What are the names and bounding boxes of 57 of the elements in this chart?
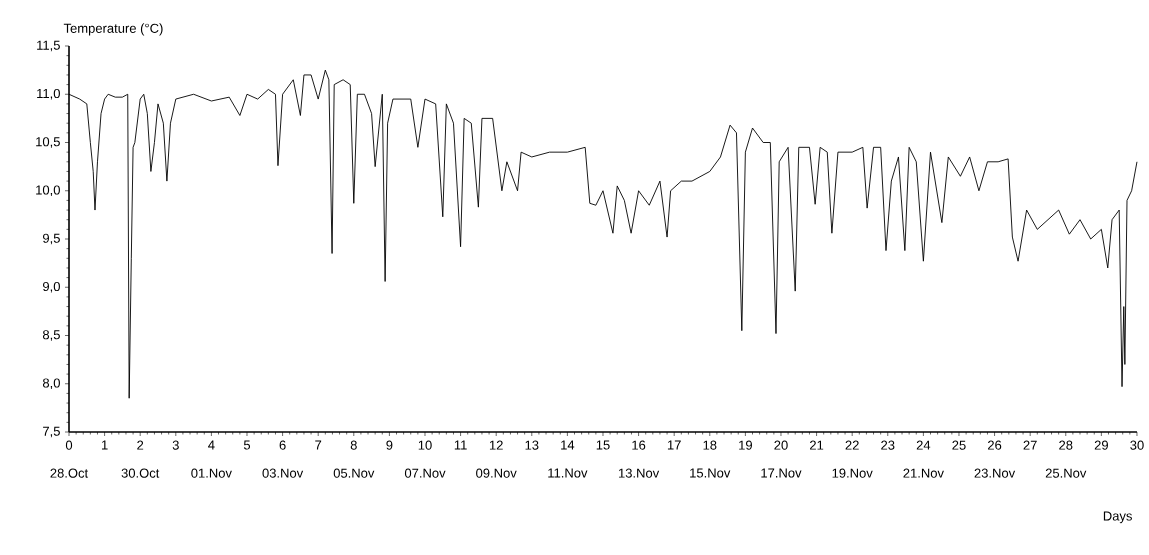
y-tick-label: 7,5 [43,426,60,438]
x-tick-label: 21 [810,440,824,450]
x-tick-label: 9 [386,440,393,450]
x-tick-label: 19 [739,440,752,450]
y-axis-title: Temperature (°C) [63,23,163,36]
x-tick-label: 7 [315,440,322,450]
x2-tick-label: 19.Nov [832,468,873,478]
y-tick-label: 9,0 [43,281,60,293]
y-tick-label: 9,5 [43,233,60,245]
x-tick-label: 8 [350,440,357,450]
x2-tick-label: 05.Nov [333,468,375,478]
x-tick-label: 26 [988,440,1002,450]
x-tick-label: 20 [774,440,788,450]
x2-tick-label: 25.Nov [1045,468,1087,478]
x2-tick-label: 30.Oct [121,468,160,478]
x-tick-label: 11 [454,440,467,450]
x-tick-label: 25 [952,440,966,450]
x-tick-label: 28 [1059,440,1073,450]
x-tick-label: 22 [845,440,859,450]
x2-tick-label: 28.Oct [50,468,89,478]
y-tick-label: 10,5 [36,137,60,148]
x-tick-label: 18 [703,440,717,450]
x-tick-label: 13 [525,440,539,450]
x-tick-label: 23 [881,440,895,450]
x-tick-label: 10 [418,440,432,450]
x2-tick-label: 11.Nov [548,468,588,478]
x2-tick-label: 15.Nov [690,468,731,478]
x-tick-label: 1 [101,440,108,450]
y-tick-label: 11,0 [37,88,60,100]
x-tick-label: 14 [561,440,575,450]
x-tick-label: 5 [243,440,251,450]
x2-tick-label: 01.Nov [191,468,232,478]
x-tick-label: 12 [489,440,503,450]
x2-tick-label: 03.Nov [262,468,304,478]
x2-tick-label: 07.Nov [404,468,446,478]
x-axis-title: Days [1103,511,1132,524]
x2-tick-label: 23.Nov [974,468,1016,478]
x-tick-label: 3 [172,440,179,450]
x-tick-label: 24 [916,440,931,450]
x-tick-label: 17 [667,440,681,450]
x-tick-label: 0 [65,440,73,450]
x2-tick-label: 21.Nov [903,468,944,478]
x-tick-label: 6 [279,440,286,450]
y-tick-label: 10,0 [36,185,60,197]
x-tick-label: 2 [137,440,144,450]
x2-tick-label: 13.Nov [619,468,660,478]
x-tick-label: 4 [208,440,215,450]
y-tick-label: 11,5 [37,40,60,52]
y-tick-label: 8,5 [42,330,60,341]
y-tick-label: 8,0 [42,378,60,390]
x2-tick-label: 09.Nov [476,468,517,478]
x-tick-label: 29 [1094,440,1108,450]
x-tick-label: 15 [596,440,610,450]
x-tick-label: 30 [1130,440,1144,450]
x2-tick-label: 17.Nov [761,468,802,478]
x-tick-label: 16 [632,440,646,450]
x-tick-label: 27 [1023,440,1037,450]
